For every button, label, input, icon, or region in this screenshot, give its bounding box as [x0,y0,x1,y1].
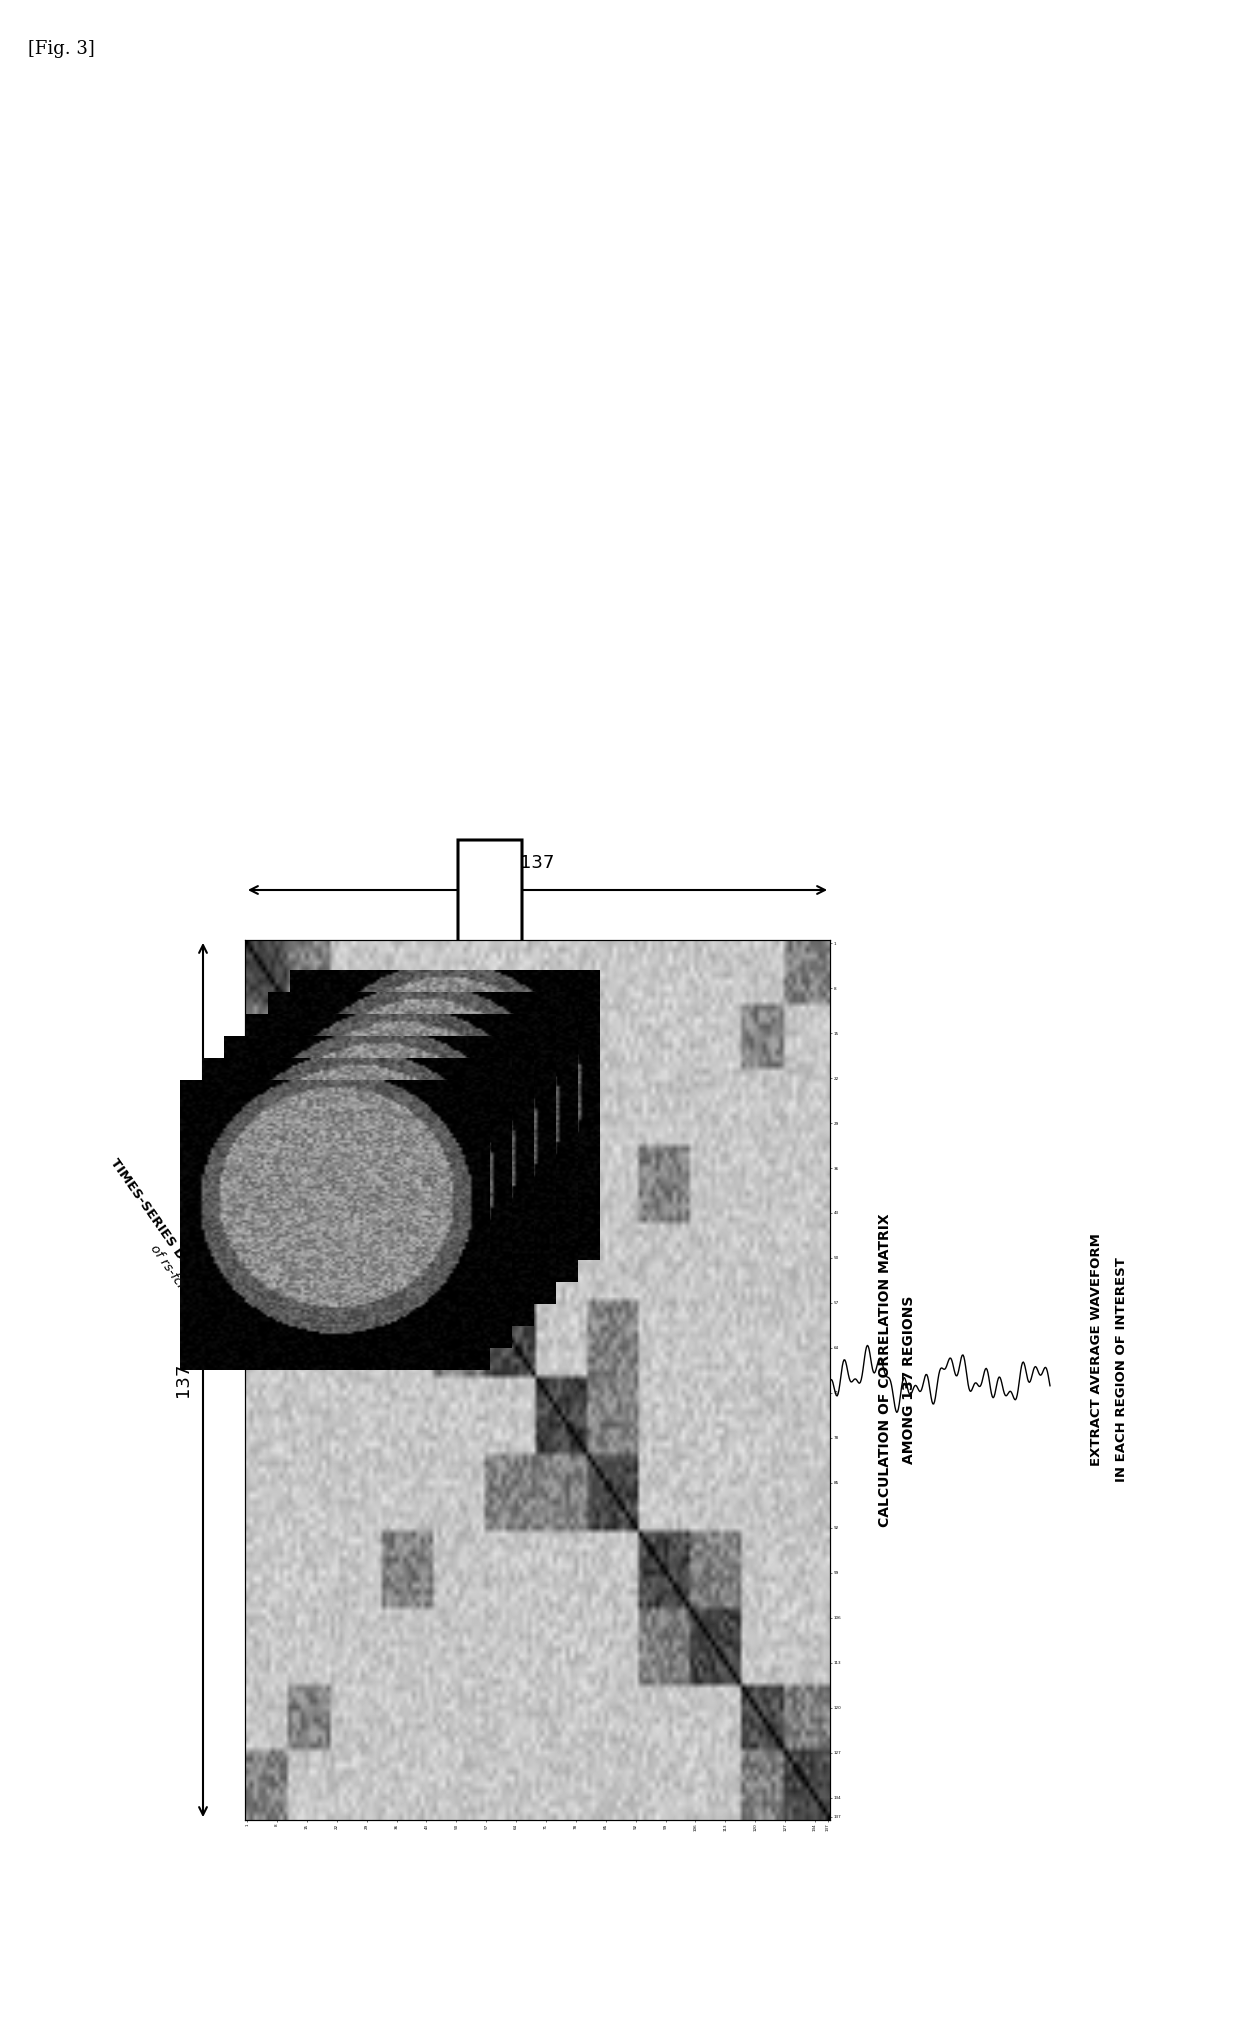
Text: EXTRACT AVERAGE WAVEFORM: EXTRACT AVERAGE WAVEFORM [1090,1233,1104,1467]
Text: IN EACH REGION OF INTEREST: IN EACH REGION OF INTEREST [1115,1257,1128,1483]
Text: 137: 137 [521,854,554,872]
Text: 137: 137 [174,1362,192,1396]
Text: of rs-fcMRI: of rs-fcMRI [148,1243,198,1308]
Text: CALCULATION OF CORRELATION MATRIX: CALCULATION OF CORRELATION MATRIX [878,1213,892,1528]
Text: AMONG 137 REGIONS: AMONG 137 REGIONS [901,1296,916,1465]
Polygon shape [420,839,560,1029]
Text: TIMES-SERIES DATA: TIMES-SERIES DATA [108,1156,202,1283]
Text: [Fig. 3]: [Fig. 3] [29,40,94,59]
